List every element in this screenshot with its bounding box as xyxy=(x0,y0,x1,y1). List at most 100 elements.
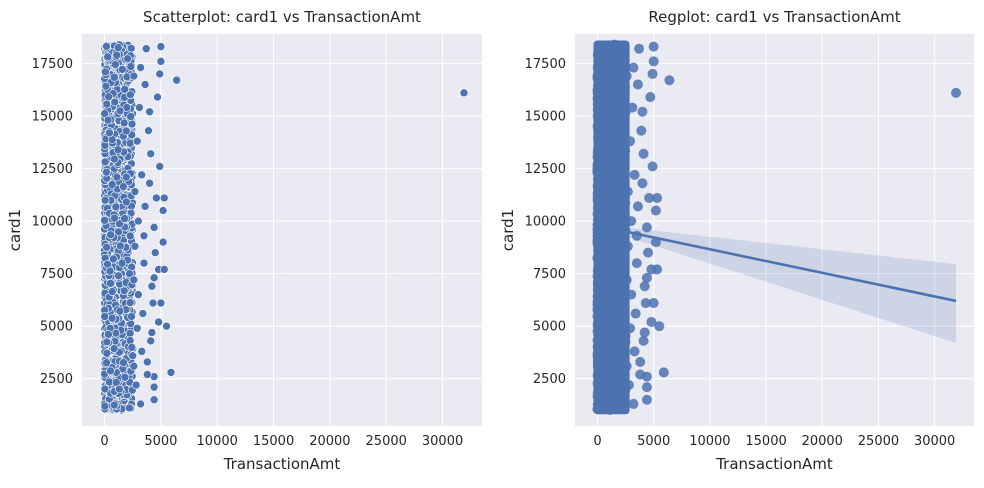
data-point-dense xyxy=(125,138,135,148)
data-point-dense xyxy=(102,358,111,368)
data-point xyxy=(153,92,162,102)
data-point-dense xyxy=(115,384,124,394)
data-point-dense xyxy=(602,161,613,172)
y-tick-label: 10000 xyxy=(525,215,566,230)
data-point-dense xyxy=(593,329,604,340)
data-point-dense xyxy=(604,119,615,130)
y-tick-label: 2500 xyxy=(40,372,73,387)
data-point xyxy=(650,205,661,216)
data-point xyxy=(145,107,154,117)
x-axis-label: TransactionAmt xyxy=(223,455,341,473)
data-point-dense xyxy=(619,55,630,66)
data-point-dense xyxy=(100,384,110,394)
data-point xyxy=(637,106,648,117)
data-point-dense xyxy=(613,160,624,171)
data-point-dense xyxy=(104,330,113,339)
data-point xyxy=(629,346,640,357)
data-point xyxy=(129,71,139,81)
data-point xyxy=(140,80,150,89)
data-point-dense xyxy=(126,62,136,71)
plot-marks xyxy=(592,39,962,415)
data-point-dense xyxy=(100,195,110,205)
data-point xyxy=(156,57,166,66)
data-point xyxy=(638,335,649,346)
data-point-dense xyxy=(120,214,129,223)
data-point-dense xyxy=(107,313,117,323)
data-point-dense xyxy=(609,191,620,202)
data-point xyxy=(149,273,159,283)
data-point-dense xyxy=(125,231,135,241)
data-point xyxy=(648,41,659,52)
data-point xyxy=(149,395,159,405)
data-point-dense xyxy=(100,401,110,411)
data-point-dense xyxy=(119,118,129,128)
data-point-dense xyxy=(614,338,625,349)
data-point xyxy=(141,44,151,54)
data-point-dense xyxy=(616,373,627,384)
chart-title: Regplot: card1 vs TransactionAmt xyxy=(648,8,900,26)
plot-area xyxy=(82,34,482,426)
x-tick-label: 25000 xyxy=(858,434,899,449)
data-point xyxy=(645,92,656,103)
data-point-dense xyxy=(104,92,113,102)
y-tick-label: 12500 xyxy=(525,162,566,177)
data-point xyxy=(134,290,143,299)
data-point-dense xyxy=(121,126,131,136)
data-point-dense xyxy=(122,197,131,207)
data-point xyxy=(136,63,145,72)
data-point xyxy=(129,275,139,285)
data-point xyxy=(646,316,657,327)
data-point xyxy=(156,42,166,51)
data-point xyxy=(658,367,669,378)
data-point xyxy=(643,247,654,258)
data-point-dense xyxy=(102,41,111,51)
confidence-band xyxy=(597,224,957,343)
x-tick-label: 15000 xyxy=(253,434,294,449)
data-point-dense xyxy=(617,178,628,189)
data-point-dense xyxy=(123,54,132,63)
data-point-dense xyxy=(602,295,613,306)
data-point xyxy=(129,361,139,371)
data-point xyxy=(145,178,154,188)
data-point xyxy=(155,69,165,79)
x-tick-label: 25000 xyxy=(366,434,407,449)
data-point-dense xyxy=(595,177,606,188)
data-point-dense xyxy=(109,254,118,264)
data-point-dense xyxy=(114,271,123,281)
data-point xyxy=(635,356,646,367)
x-tick-label: 5000 xyxy=(144,434,177,449)
data-point xyxy=(636,125,647,136)
data-point xyxy=(143,370,152,379)
data-point-dense xyxy=(599,404,610,415)
data-point-dense xyxy=(593,287,604,298)
data-point-dense xyxy=(102,167,111,177)
data-point xyxy=(639,327,650,338)
data-point xyxy=(641,382,652,393)
data-point xyxy=(166,368,176,377)
y-tick-label: 5000 xyxy=(40,320,73,335)
data-point-dense xyxy=(593,119,604,130)
data-point-dense xyxy=(592,88,603,99)
data-point xyxy=(149,382,159,392)
data-point-dense xyxy=(102,242,111,252)
data-point xyxy=(155,162,165,171)
data-point xyxy=(140,202,150,211)
data-point-dense xyxy=(101,67,110,77)
data-point xyxy=(156,298,166,308)
data-point-dense xyxy=(120,372,130,382)
data-point xyxy=(621,71,632,82)
data-point-dense xyxy=(600,54,611,65)
data-point xyxy=(147,281,157,291)
data-point xyxy=(139,231,149,241)
data-point-dense xyxy=(119,358,128,367)
data-point-dense xyxy=(602,361,613,372)
data-point-dense xyxy=(597,387,608,398)
y-tick-label: 7500 xyxy=(40,267,73,282)
data-point-dense xyxy=(110,154,119,164)
data-point xyxy=(630,308,641,319)
data-point-dense xyxy=(615,168,626,179)
data-point-dense xyxy=(128,351,137,360)
x-tick-label: 10000 xyxy=(689,434,730,449)
data-point xyxy=(154,317,163,327)
data-point xyxy=(654,321,665,332)
